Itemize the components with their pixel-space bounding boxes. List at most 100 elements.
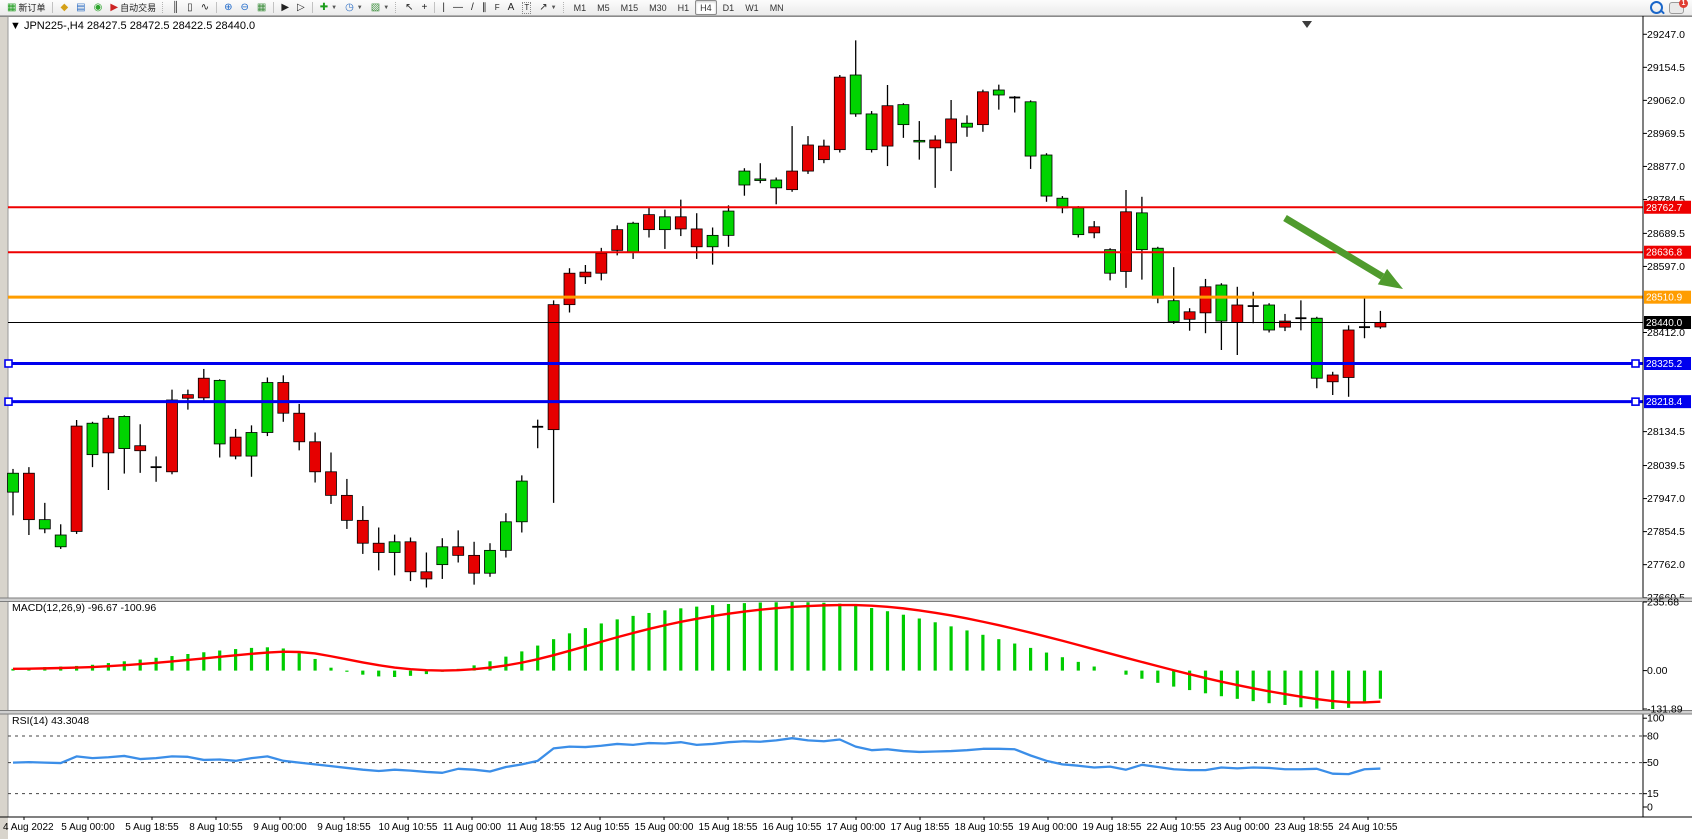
line-drag-handle[interactable] [4, 397, 13, 406]
chevron-down-icon: ▼ [383, 4, 390, 11]
time-axis-label: 12 Aug 10:55 [571, 822, 630, 833]
rsi-indicator-label: RSI(14) 43.3048 [12, 715, 89, 727]
timeframe-button-h1[interactable]: H1 [677, 2, 690, 13]
zoom-out-button[interactable]: ⊖ [236, 0, 252, 16]
bear-candle [881, 105, 894, 147]
price-level-badge-text: 28218.4 [1646, 397, 1683, 408]
equidistant-channel-tool-button[interactable]: ∥ [478, 0, 491, 16]
chart-shift-button[interactable]: ▷ [293, 0, 309, 16]
bear-candle [945, 118, 957, 144]
time-axis-label: 23 Aug 18:55 [1275, 822, 1334, 833]
navigator-icon: ◉ [93, 1, 103, 13]
price-axis-tick: 29247.0 [1647, 29, 1685, 41]
bear-candle [309, 441, 322, 473]
trend-arrow-shaft[interactable] [1283, 215, 1385, 280]
line-drag-handle[interactable] [1631, 359, 1640, 368]
market-watch-button[interactable]: ▤ [72, 0, 89, 16]
bull-candle [1040, 154, 1053, 197]
timeframe-button-mn[interactable]: MN [769, 2, 784, 13]
zoom-out-icon: ⊖ [240, 1, 249, 13]
rsi-axis-tick: 15 [1647, 788, 1659, 800]
line-chart-button[interactable]: ∿ [197, 0, 213, 16]
price-axis-tick: 27854.5 [1647, 526, 1685, 538]
chart-template-button[interactable]: ▧ ▼ [367, 0, 393, 16]
time-axis-label: 8 Aug 10:55 [189, 822, 243, 833]
timeframe-button-m30[interactable]: M30 [649, 2, 667, 13]
vertical-line-icon: | [442, 1, 445, 13]
timeframe-button-m15[interactable]: M15 [620, 2, 639, 13]
auto-scroll-button[interactable]: ▶ [277, 0, 293, 16]
line-drag-handle[interactable] [1631, 397, 1640, 406]
panel-splitter[interactable] [0, 598, 1692, 602]
time-axis-label: 24 Aug 10:55 [1339, 822, 1398, 833]
data-window-button[interactable]: ◆ [56, 0, 72, 16]
horizontal-line-icon: — [453, 1, 463, 13]
price-axis-tick: 27762.0 [1647, 559, 1685, 571]
price-axis-tick: 28597.0 [1647, 261, 1685, 273]
time-axis-label: 23 Aug 00:00 [1211, 822, 1270, 833]
timeframe-button-h4[interactable]: H4 [695, 0, 717, 15]
rsi-axis-tick: 100 [1647, 713, 1665, 725]
bear-candle [181, 394, 194, 399]
chevron-down-icon: ▼ [356, 4, 363, 11]
bull-candle [849, 74, 862, 115]
bar-chart-button[interactable]: ║ [168, 0, 183, 16]
time-axis-label: 19 Aug 00:00 [1019, 822, 1078, 833]
bear-candle [547, 304, 560, 431]
new-order-icon: ▦ [7, 1, 17, 13]
search-icon[interactable] [1650, 1, 1663, 14]
chart-shift-marker[interactable] [1302, 21, 1312, 28]
bear-candle [1183, 311, 1196, 320]
timeframe-button-d1[interactable]: D1 [722, 2, 735, 13]
tile-windows-button[interactable]: ▦ [253, 0, 270, 16]
bull-candle [1136, 212, 1148, 251]
cursor-tool-button[interactable]: ↖ [401, 0, 417, 16]
text-label-tool-button[interactable]: T [518, 0, 535, 16]
price-level-badge [1644, 395, 1691, 409]
bull-candle [770, 179, 783, 189]
chevron-down-icon: ▼ [550, 4, 557, 11]
line-drag-handle[interactable] [4, 359, 13, 368]
timeframe-button-m1[interactable]: M1 [573, 2, 587, 13]
period-selector-button[interactable]: ◷ ▼ [341, 0, 367, 16]
bull-candle [1024, 101, 1037, 157]
crosshair-tool-button[interactable]: + [418, 0, 432, 16]
horizontal-line-tool-button[interactable]: — [449, 0, 467, 16]
price-axis-tick: 27947.0 [1647, 493, 1685, 505]
text-tool-button[interactable]: A [504, 0, 519, 16]
add-indicator-button[interactable]: ✚ ▼ [316, 0, 341, 16]
zoom-in-button[interactable]: ⊕ [220, 0, 236, 16]
time-axis-label: 17 Aug 18:55 [891, 822, 950, 833]
bear-candle [293, 412, 306, 443]
zoom-in-icon: ⊕ [224, 1, 233, 13]
text-label-icon: T [522, 1, 532, 14]
chat-icon[interactable]: 1 [1669, 0, 1688, 14]
line-chart-icon: ∿ [200, 1, 210, 13]
timeframe-button-m5[interactable]: M5 [597, 2, 610, 13]
bear-candle [356, 519, 369, 544]
data-window-icon: ◆ [60, 1, 69, 13]
cursor-icon: ↖ [405, 1, 414, 13]
candlestick-chart-button[interactable]: ▯ [183, 0, 197, 16]
new-order-button[interactable]: ▦ 新订单 [3, 0, 49, 16]
trend-arrow-head[interactable] [1377, 268, 1403, 289]
timeframe-button-w1[interactable]: W1 [745, 2, 759, 13]
fibonacci-tool-button[interactable]: F [491, 0, 504, 16]
autotrading-button[interactable]: ▶ 自动交易 [106, 0, 160, 16]
chart-title: ▼ JPN225-,H4 28427.5 28472.5 28422.5 284… [10, 20, 255, 32]
trendline-tool-button[interactable]: / [467, 0, 478, 16]
clock-icon: ◷ [345, 1, 354, 13]
arrows-tool-button[interactable]: ↗ ▼ [535, 0, 560, 16]
bull-candle [722, 210, 735, 236]
bull-candle [484, 549, 496, 574]
price-level-badge [1644, 245, 1691, 259]
price-axis-tick: 28877.0 [1647, 161, 1685, 173]
navigator-button[interactable]: ◉ [90, 0, 107, 16]
bear-candle [1326, 374, 1339, 383]
vertical-line-tool-button[interactable]: | [438, 0, 449, 16]
toolbar-right-group: 1 [1650, 0, 1692, 14]
bear-candle [404, 541, 417, 573]
panel-splitter[interactable] [0, 710, 1692, 715]
